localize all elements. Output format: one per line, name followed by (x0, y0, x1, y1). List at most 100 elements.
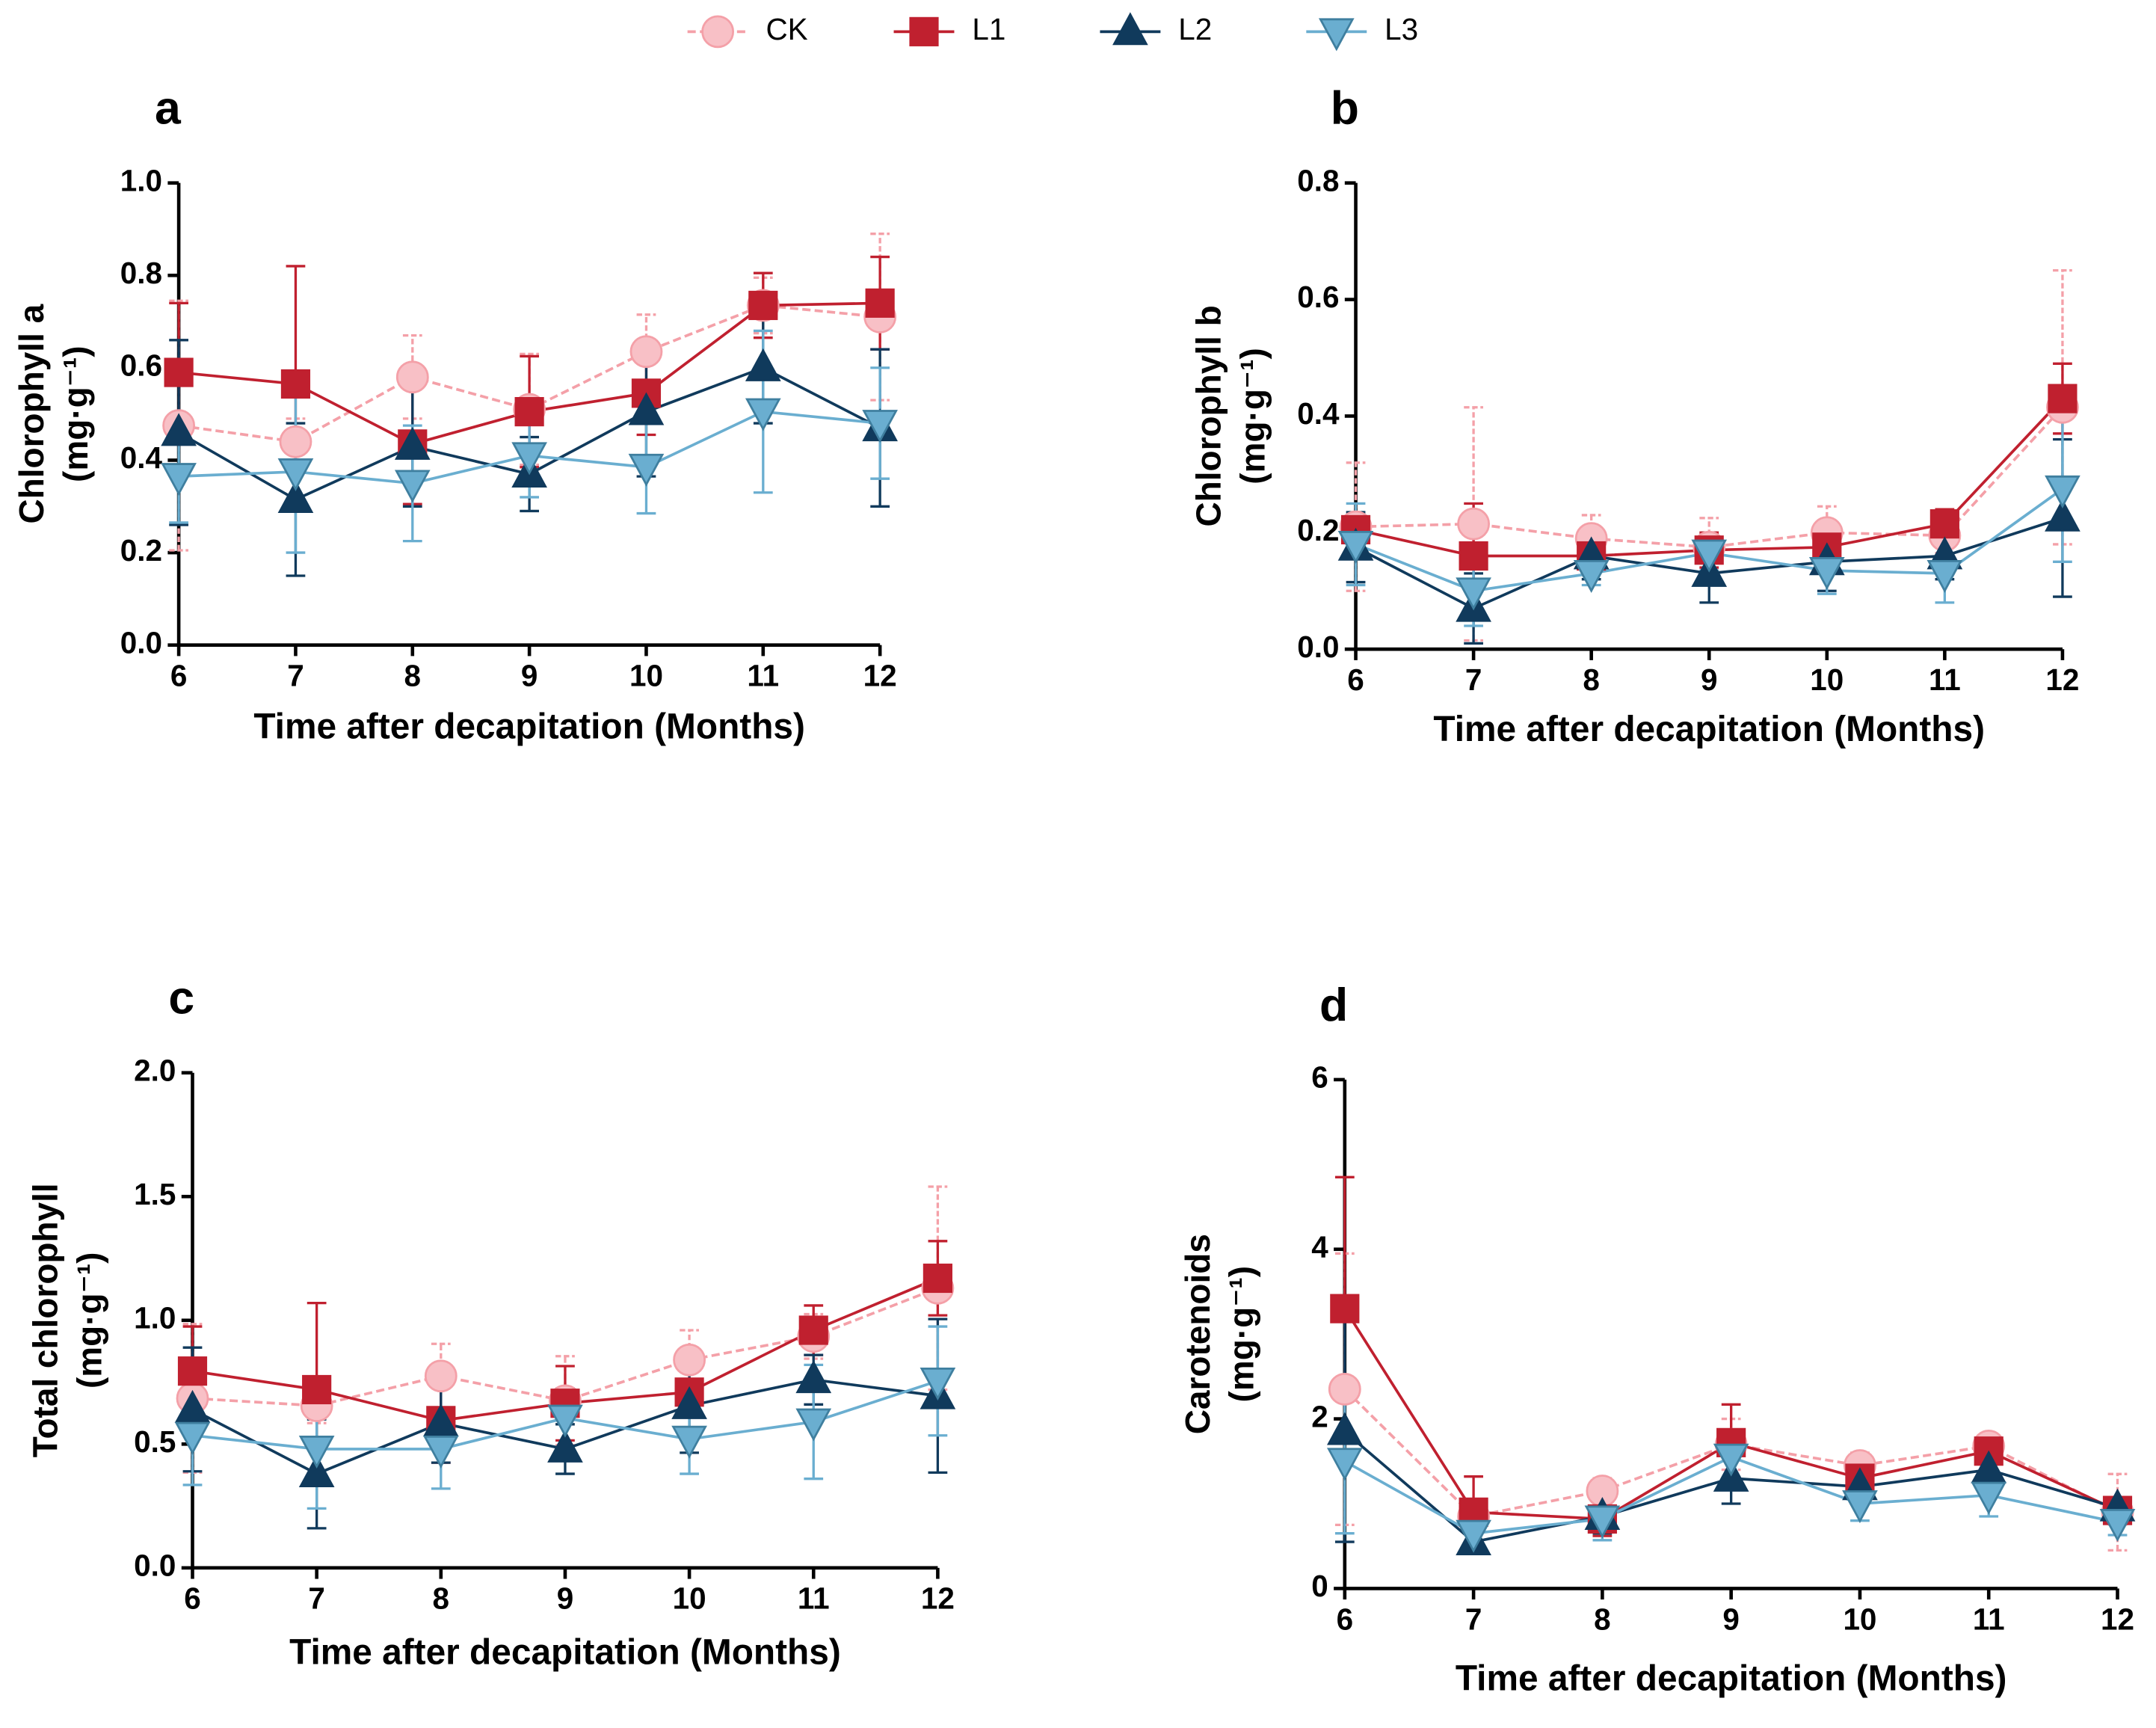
legend-marker (1318, 18, 1355, 52)
y-tick-label: 0.2 (1297, 513, 1339, 547)
y-tick-label: 0 (1311, 1569, 1328, 1603)
x-tick-label: 9 (557, 1581, 574, 1616)
x-tick-label: 7 (308, 1581, 325, 1616)
y-tick-label: 1.0 (120, 163, 162, 197)
marker (1457, 507, 1491, 541)
x-tick-label: 6 (170, 659, 188, 693)
x-tick-label: 9 (521, 659, 538, 693)
y-tick-label: 0.0 (120, 625, 162, 659)
marker (865, 288, 895, 318)
marker (1971, 1481, 2007, 1515)
marker (628, 453, 665, 487)
marker (298, 1435, 335, 1469)
marker (2045, 475, 2080, 508)
y-tick-label: 0.4 (120, 440, 163, 475)
x-tick-label: 8 (1594, 1602, 1611, 1636)
y-axis-label: Chlorophyll b (1189, 305, 1228, 526)
legend-label: L2 (1178, 12, 1212, 46)
y-tick-label: 2.0 (134, 1053, 176, 1087)
y-tick-label: 0.0 (1297, 630, 1339, 664)
y-tick-label: 2 (1311, 1399, 1328, 1433)
marker (745, 348, 781, 381)
marker (923, 1263, 952, 1294)
marker (1842, 1490, 1878, 1524)
marker (1328, 1372, 1361, 1406)
marker (1337, 530, 1374, 564)
marker (298, 1454, 335, 1487)
legend-marker (909, 16, 939, 46)
y-tick-label: 0.8 (1297, 163, 1339, 197)
panel-label: c (168, 972, 194, 1024)
marker (1330, 1294, 1360, 1323)
x-tick-label: 10 (1843, 1602, 1876, 1636)
panel-label: d (1319, 979, 1348, 1031)
y-axis-label: Carotenoids (1178, 1234, 1217, 1434)
marker (1929, 509, 1959, 539)
y-tick-label: 6 (1311, 1060, 1328, 1095)
y-tick-label: 0.4 (1297, 396, 1340, 431)
x-tick-label: 6 (1337, 1602, 1354, 1636)
marker (161, 463, 197, 496)
x-tick-label: 10 (1810, 662, 1844, 697)
marker (1459, 541, 1488, 571)
x-tick-label: 10 (629, 659, 663, 693)
axes (1354, 182, 2063, 651)
marker (795, 1408, 832, 1442)
y-axis-label: (mg·g⁻¹) (1222, 1266, 1261, 1403)
x-tick-label: 11 (1929, 662, 1961, 697)
marker (277, 458, 314, 492)
marker (422, 1435, 459, 1469)
marker (798, 1315, 828, 1345)
y-tick-label: 1.5 (134, 1177, 176, 1211)
marker (395, 360, 429, 394)
marker (422, 1403, 459, 1437)
marker (1691, 539, 1728, 573)
marker (1326, 1412, 1363, 1445)
x-axis-label: Time after decapitation (Months) (1433, 710, 1985, 749)
x-tick-label: 10 (673, 1581, 706, 1616)
axes (191, 1072, 938, 1570)
marker (1456, 1519, 1491, 1553)
marker (2048, 384, 2078, 413)
x-axis-label: Time after decapitation (Months) (289, 1632, 841, 1672)
marker (1808, 557, 1845, 591)
marker (671, 1386, 707, 1419)
panel-label: a (155, 82, 182, 135)
y-tick-label: 0.0 (134, 1549, 176, 1583)
marker (1326, 1448, 1363, 1481)
marker (1584, 1505, 1621, 1539)
marker (174, 1421, 211, 1455)
y-axis-label: (mg·g⁻¹) (70, 1252, 108, 1389)
marker (511, 442, 547, 476)
y-tick-label: 0.2 (120, 533, 162, 568)
x-axis-label: Time after decapitation (Months) (253, 707, 805, 747)
legend-label: CK (766, 12, 807, 46)
marker (2099, 1509, 2136, 1543)
marker (920, 1367, 956, 1400)
marker (514, 397, 544, 427)
x-tick-label: 11 (747, 659, 779, 693)
legend-label: L1 (972, 12, 1005, 46)
y-axis-label: (mg·g⁻¹) (1233, 348, 1272, 485)
x-tick-label: 11 (798, 1581, 830, 1616)
x-tick-label: 12 (2045, 662, 2079, 697)
marker (177, 1356, 208, 1386)
x-tick-label: 12 (2101, 1602, 2134, 1636)
x-tick-label: 7 (1465, 1602, 1482, 1636)
x-tick-label: 12 (921, 1581, 955, 1616)
y-tick-label: 0.8 (120, 256, 162, 290)
x-tick-label: 6 (1347, 662, 1364, 697)
x-tick-label: 12 (863, 659, 897, 693)
x-tick-label: 9 (1722, 1602, 1740, 1636)
marker (745, 398, 781, 431)
marker (671, 1425, 707, 1459)
marker (1926, 559, 1963, 593)
x-tick-label: 9 (1701, 662, 1718, 697)
legend-marker (1112, 12, 1148, 46)
marker (1713, 1443, 1749, 1477)
y-axis-label: Chlorophyll a (12, 304, 51, 523)
y-tick-label: 4 (1311, 1229, 1328, 1264)
y-axis-label: (mg·g⁻¹) (56, 345, 95, 482)
marker (673, 1343, 706, 1377)
